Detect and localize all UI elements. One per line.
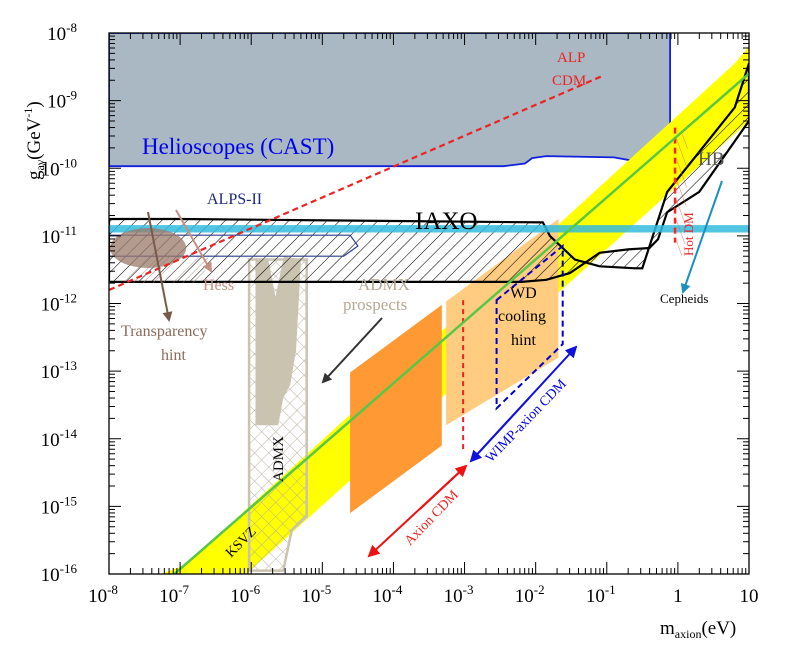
wd-cooling-hint-region [495, 243, 564, 411]
x-tick-label: 10-1 [586, 582, 616, 607]
x-tick-label: 10-3 [444, 582, 474, 607]
admx-prospects-label-2: prospects [343, 295, 407, 314]
hot-dm-hatch [676, 134, 688, 257]
iaxo-label: IAXO [415, 208, 478, 235]
alps-label: ALPS-II [207, 191, 262, 208]
y-tick-label: 10-11 [41, 223, 77, 248]
wd-label-1: WD [510, 285, 537, 302]
wd-label-3: hint [511, 332, 536, 349]
admx-label: ADMX [271, 436, 287, 482]
cepheids-label: Cepheids [660, 291, 708, 306]
y-tick-label: 10-16 [41, 561, 78, 586]
x-tick-label: 10-7 [159, 582, 189, 607]
x-tick-label: 10-2 [515, 582, 545, 607]
axion-cdm-arrow-back [419, 464, 468, 510]
y-tick-label: 10-8 [47, 20, 77, 45]
axion-cdm-region-dark-region [350, 304, 442, 514]
helioscopes-cast-excluded-region [109, 33, 671, 168]
transparency-label-1: Transparency [121, 323, 208, 340]
y-tick-label: 10-10 [41, 155, 77, 180]
wimp-axion-cdm-arrow-back [469, 396, 531, 463]
x-tick-label: 10-5 [301, 582, 331, 607]
y-tick-label: 10-14 [41, 426, 78, 451]
hess-label: Hess [203, 277, 234, 294]
x-tick-label: 10-8 [88, 582, 118, 607]
alp-label-2: CDM [552, 73, 586, 89]
hess-arrow [175, 209, 212, 273]
x-tick-label: 1 [673, 586, 683, 607]
helioscopes-label: Helioscopes (CAST) [142, 134, 334, 159]
admx-excluded-region [255, 256, 301, 426]
y-tick-label: 10-9 [47, 88, 77, 113]
admx-prospects-label-1: ADMX [358, 275, 410, 294]
x-tick-label: 10-6 [230, 582, 260, 607]
ksvz-line [173, 72, 749, 574]
y-tick-label: 10-12 [41, 291, 77, 316]
hb-bound-region [109, 225, 749, 233]
plot-frame [108, 32, 750, 575]
alp-label-1: ALP [557, 50, 585, 66]
cepheids-arrow [680, 180, 723, 294]
admx-prospects-arrow [321, 317, 383, 384]
y-tick-label: 10-15 [41, 493, 77, 518]
transparency-label-2: hint [161, 347, 186, 364]
x-tick-label: 10 [740, 586, 759, 607]
transparency-hint-hatch [123, 256, 209, 284]
hot-dm-label: Hot DM [681, 212, 696, 256]
wd-label-2: cooling [498, 308, 546, 325]
y-axis-label: gaγ(GeV-1) [21, 101, 47, 180]
alps-ii-region [109, 234, 359, 257]
hb-label: HB [698, 149, 724, 170]
x-axis-label: maxion(eV) [660, 618, 736, 641]
transparency-arrow [147, 211, 173, 322]
y-tick-label: 10-13 [41, 358, 77, 383]
x-tick-label: 10-4 [373, 582, 403, 607]
